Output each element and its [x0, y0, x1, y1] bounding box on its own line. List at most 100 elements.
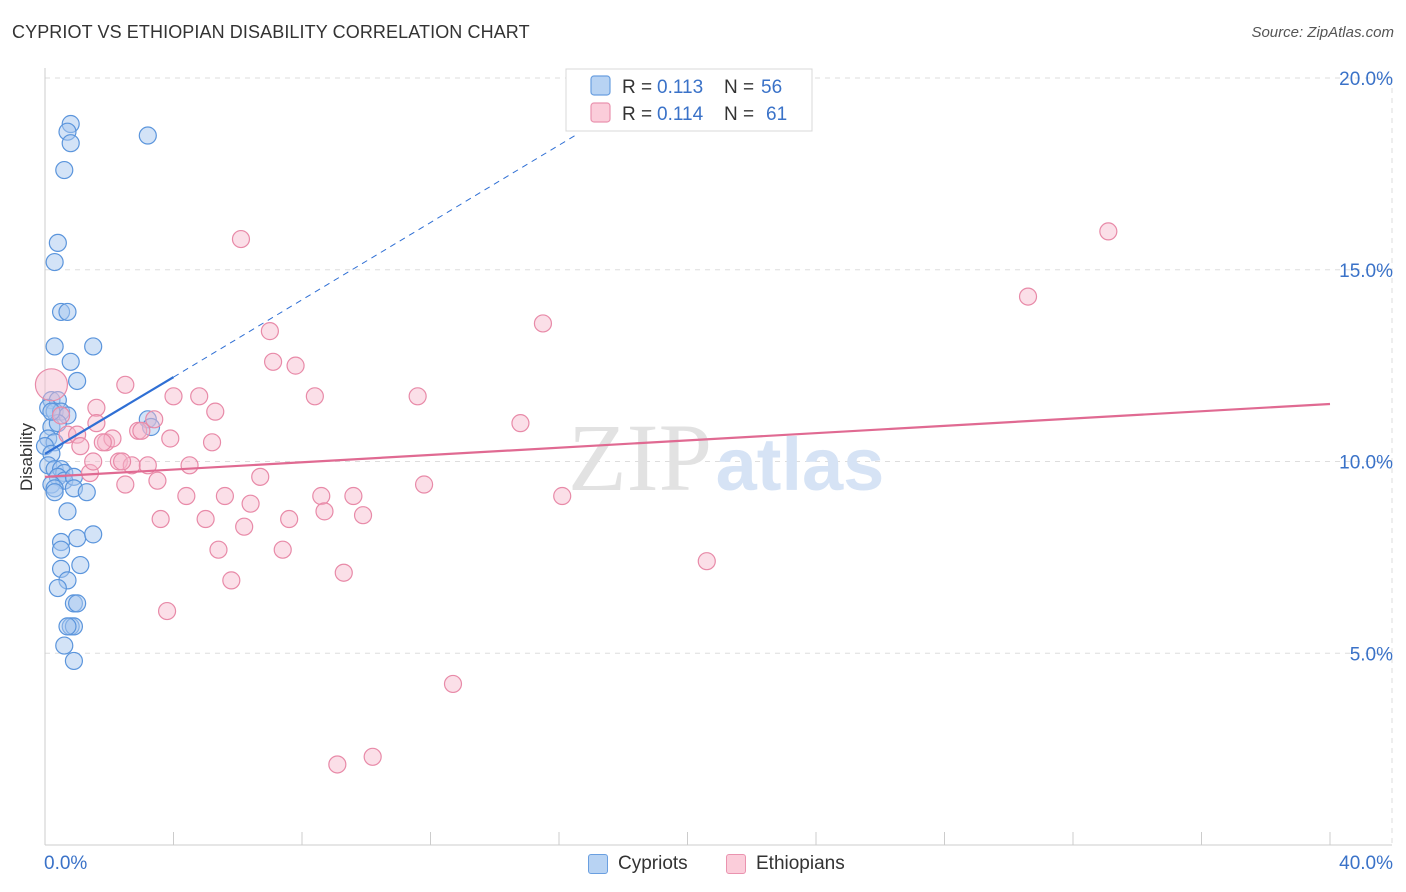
- legend-swatch-cypriots: [590, 75, 611, 96]
- data-point-ethiopian: [51, 406, 71, 425]
- data-point-cypriot: [61, 134, 80, 153]
- x-tick-label: 0.0%: [44, 853, 87, 874]
- data-point-ethiopian: [177, 486, 196, 506]
- data-point-ethiopian: [1018, 287, 1038, 306]
- data-point-cypriot: [61, 352, 80, 371]
- data-point-ethiopian: [116, 375, 135, 394]
- data-point-ethiopian: [511, 414, 530, 433]
- data-point-cypriot: [68, 371, 87, 391]
- legend-r-value: 0.113: [657, 77, 703, 98]
- data-point-ethiopian: [215, 486, 234, 506]
- y-axis-label: Disability: [17, 422, 36, 491]
- data-point-ethiopian: [231, 229, 251, 249]
- data-point-cypriot: [58, 302, 77, 322]
- data-point-cypriot: [68, 529, 87, 548]
- data-point-ethiopian: [145, 410, 164, 429]
- data-point-cypriot: [58, 617, 77, 636]
- data-point-ethiopian: [533, 314, 553, 333]
- trend-line-ethiopians: [44, 402, 1331, 478]
- data-point-cypriot: [48, 578, 67, 598]
- data-point-ethiopian: [235, 517, 254, 536]
- data-point-cypriot: [45, 483, 64, 502]
- y-tick-label: 10.0%: [1339, 453, 1393, 474]
- data-point-ethiopian: [1099, 222, 1118, 241]
- data-point-cypriot: [58, 502, 77, 521]
- legend-item-cypriots[interactable]: Cypriots: [588, 853, 688, 875]
- trend-line-cypriots: [44, 376, 175, 455]
- data-point-ethiopian: [408, 387, 427, 406]
- data-point-ethiopian: [196, 509, 215, 529]
- data-point-cypriot: [84, 525, 103, 544]
- data-point-ethiopian: [315, 502, 334, 521]
- legend-n-value: 61: [766, 104, 787, 125]
- legend-swatch-ethiopians: [590, 102, 611, 123]
- data-point-ethiopian: [260, 322, 279, 341]
- data-point-ethiopian: [312, 486, 331, 506]
- data-point-ethiopian: [286, 356, 305, 375]
- data-point-cypriot: [45, 337, 64, 356]
- trend-line-cypriots-extension: [173, 135, 576, 378]
- chart-title: CYPRIOT VS ETHIOPIAN DISABILITY CORRELAT…: [12, 22, 530, 42]
- data-point-ethiopian: [222, 571, 241, 590]
- data-point-ethiopian: [157, 601, 177, 621]
- data-point-ethiopian: [93, 433, 112, 452]
- data-point-cypriot: [64, 651, 84, 671]
- legend-n-label: N =: [724, 104, 754, 125]
- source-label: Source: ZipAtlas.com: [1251, 24, 1394, 41]
- data-point-ethiopian: [34, 368, 69, 402]
- data-point-ethiopian: [148, 471, 167, 490]
- y-tick-label: 5.0%: [1350, 644, 1393, 665]
- data-point-ethiopian: [87, 398, 106, 417]
- data-point-ethiopian: [180, 456, 199, 475]
- data-point-ethiopian: [353, 506, 373, 525]
- y-tick-label: 20.0%: [1339, 69, 1393, 90]
- watermark-zip: ZIP: [568, 404, 712, 511]
- legend-r-label: R =: [622, 77, 652, 98]
- data-point-ethiopian: [161, 429, 180, 448]
- legend-r-label: R =: [622, 104, 652, 125]
- data-point-ethiopian: [553, 486, 572, 506]
- data-point-ethiopian: [71, 437, 90, 456]
- data-point-cypriot: [55, 636, 74, 655]
- legend-label-ethiopians: Ethiopians: [756, 853, 845, 874]
- data-point-ethiopian: [414, 475, 434, 494]
- data-point-ethiopian: [84, 452, 103, 471]
- tick-labels: 5.0% 10.0% 15.0% 20.0% 0.0% 40.0%: [44, 69, 1393, 874]
- data-point-ethiopian: [328, 755, 347, 774]
- data-point-cypriot: [138, 126, 157, 145]
- data-point-ethiopian: [151, 509, 170, 529]
- data-point-ethiopian: [103, 429, 122, 448]
- legend-swatch-cypriots: [588, 854, 608, 874]
- data-point-ethiopian: [697, 552, 716, 571]
- bottom-legend: Cypriots Ethiopians: [0, 850, 1406, 880]
- legend-swatch-ethiopians: [726, 854, 746, 874]
- data-point-ethiopian: [190, 387, 209, 406]
- legend-item-ethiopians[interactable]: Ethiopians: [726, 853, 845, 875]
- series-cypriots: [35, 114, 161, 671]
- series-ethiopians: [34, 222, 1118, 774]
- data-point-ethiopian: [443, 674, 463, 694]
- data-point-ethiopian: [263, 352, 283, 371]
- data-point-ethiopian: [273, 540, 292, 559]
- watermark-atlas: atlas: [716, 423, 885, 506]
- data-point-ethiopian: [334, 563, 353, 582]
- data-point-cypriot: [48, 233, 67, 253]
- data-point-cypriot: [71, 555, 90, 575]
- data-point-ethiopian: [112, 452, 132, 471]
- data-point-ethiopian: [241, 494, 260, 513]
- top-legend: R = 0.113 N = 56 R = 0.114 N = 61: [565, 68, 813, 132]
- data-point-cypriot: [84, 337, 103, 356]
- data-point-cypriot: [51, 540, 71, 559]
- data-point-ethiopian: [132, 421, 151, 440]
- data-point-ethiopian: [138, 456, 157, 475]
- data-point-ethiopian: [202, 433, 222, 452]
- data-point-cypriot: [55, 160, 74, 180]
- legend-n-label: N =: [724, 77, 754, 98]
- x-tick-label: 40.0%: [1339, 853, 1393, 874]
- data-point-ethiopian: [280, 509, 299, 529]
- data-point-ethiopian: [116, 475, 135, 494]
- y-tick-label: 15.0%: [1339, 261, 1393, 282]
- grid-lines: [45, 77, 1393, 845]
- data-point-cypriot: [42, 402, 61, 421]
